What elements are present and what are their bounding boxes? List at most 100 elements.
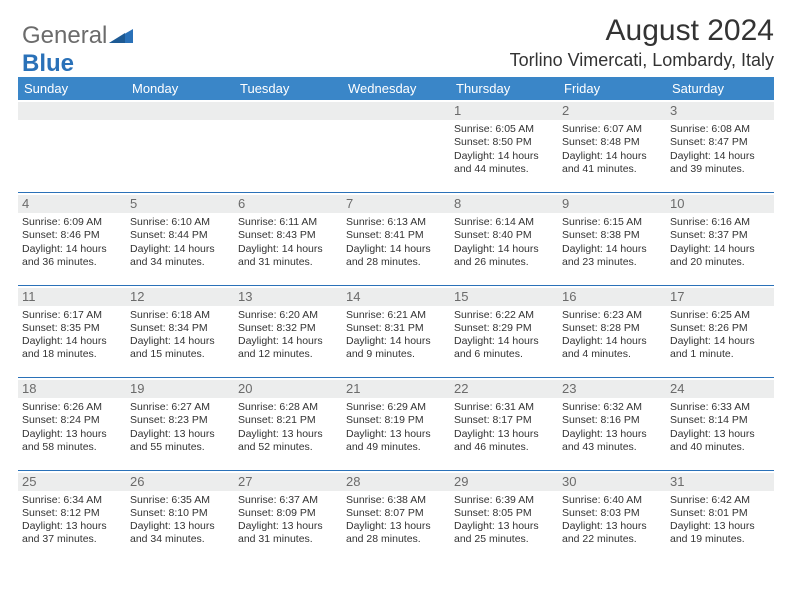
- calendar-day-cell: 29Sunrise: 6:39 AMSunset: 8:05 PMDayligh…: [450, 470, 558, 562]
- day-detail-line: Sunset: 8:32 PM: [238, 322, 338, 335]
- day-detail-line: Sunset: 8:40 PM: [454, 229, 554, 242]
- day-detail-line: and 12 minutes.: [238, 348, 338, 361]
- day-detail-line: Daylight: 13 hours: [454, 520, 554, 533]
- day-detail-line: Daylight: 13 hours: [670, 520, 770, 533]
- day-detail-line: and 23 minutes.: [562, 256, 662, 269]
- day-detail-line: Sunset: 8:29 PM: [454, 322, 554, 335]
- calendar-day-cell: [234, 100, 342, 192]
- day-detail-line: Daylight: 13 hours: [346, 520, 446, 533]
- calendar-day-cell: 22Sunrise: 6:31 AMSunset: 8:17 PMDayligh…: [450, 378, 558, 470]
- calendar-day-cell: 18Sunrise: 6:26 AMSunset: 8:24 PMDayligh…: [18, 378, 126, 470]
- day-details: Sunrise: 6:25 AMSunset: 8:26 PMDaylight:…: [670, 309, 770, 362]
- day-detail-line: Sunset: 8:47 PM: [670, 136, 770, 149]
- day-detail-line: and 4 minutes.: [562, 348, 662, 361]
- day-detail-line: Daylight: 14 hours: [238, 335, 338, 348]
- day-details: Sunrise: 6:31 AMSunset: 8:17 PMDaylight:…: [454, 401, 554, 454]
- day-details: Sunrise: 6:33 AMSunset: 8:14 PMDaylight:…: [670, 401, 770, 454]
- calendar-week-row: 4Sunrise: 6:09 AMSunset: 8:46 PMDaylight…: [18, 193, 774, 285]
- day-detail-line: Sunrise: 6:15 AM: [562, 216, 662, 229]
- day-number: 2: [558, 102, 666, 120]
- day-detail-line: Daylight: 13 hours: [670, 428, 770, 441]
- day-detail-line: Sunset: 8:26 PM: [670, 322, 770, 335]
- brand-part1: General: [22, 22, 107, 49]
- day-detail-line: Sunset: 8:07 PM: [346, 507, 446, 520]
- calendar-day-cell: 24Sunrise: 6:33 AMSunset: 8:14 PMDayligh…: [666, 378, 774, 470]
- calendar-day-cell: 30Sunrise: 6:40 AMSunset: 8:03 PMDayligh…: [558, 470, 666, 562]
- day-detail-line: and 39 minutes.: [670, 163, 770, 176]
- day-detail-line: Sunrise: 6:18 AM: [130, 309, 230, 322]
- day-number: 5: [126, 195, 234, 213]
- day-number: 8: [450, 195, 558, 213]
- day-details: Sunrise: 6:40 AMSunset: 8:03 PMDaylight:…: [562, 494, 662, 547]
- day-detail-line: Sunset: 8:35 PM: [22, 322, 122, 335]
- day-detail-line: Sunrise: 6:26 AM: [22, 401, 122, 414]
- day-detail-line: Sunset: 8:12 PM: [22, 507, 122, 520]
- day-detail-line: Sunset: 8:21 PM: [238, 414, 338, 427]
- day-detail-line: Sunset: 8:19 PM: [346, 414, 446, 427]
- day-detail-line: Sunrise: 6:33 AM: [670, 401, 770, 414]
- day-number: 25: [18, 473, 126, 491]
- day-details: Sunrise: 6:15 AMSunset: 8:38 PMDaylight:…: [562, 216, 662, 269]
- calendar-day-cell: 14Sunrise: 6:21 AMSunset: 8:31 PMDayligh…: [342, 285, 450, 377]
- day-detail-line: Daylight: 14 hours: [346, 243, 446, 256]
- day-detail-line: Sunrise: 6:31 AM: [454, 401, 554, 414]
- calendar-day-cell: 3Sunrise: 6:08 AMSunset: 8:47 PMDaylight…: [666, 100, 774, 192]
- weekday-header: Saturday: [666, 77, 774, 100]
- day-detail-line: and 31 minutes.: [238, 256, 338, 269]
- day-detail-line: Sunrise: 6:35 AM: [130, 494, 230, 507]
- day-detail-line: Sunset: 8:24 PM: [22, 414, 122, 427]
- calendar-day-cell: 12Sunrise: 6:18 AMSunset: 8:34 PMDayligh…: [126, 285, 234, 377]
- day-detail-line: Sunset: 8:23 PM: [130, 414, 230, 427]
- calendar-day-cell: 31Sunrise: 6:42 AMSunset: 8:01 PMDayligh…: [666, 470, 774, 562]
- day-detail-line: and 40 minutes.: [670, 441, 770, 454]
- calendar-day-cell: 15Sunrise: 6:22 AMSunset: 8:29 PMDayligh…: [450, 285, 558, 377]
- day-detail-line: Daylight: 14 hours: [454, 335, 554, 348]
- day-details: Sunrise: 6:38 AMSunset: 8:07 PMDaylight:…: [346, 494, 446, 547]
- day-detail-line: Sunset: 8:03 PM: [562, 507, 662, 520]
- day-number-empty: [18, 102, 126, 120]
- day-details: Sunrise: 6:21 AMSunset: 8:31 PMDaylight:…: [346, 309, 446, 362]
- day-detail-line: Sunset: 8:01 PM: [670, 507, 770, 520]
- calendar-day-cell: 26Sunrise: 6:35 AMSunset: 8:10 PMDayligh…: [126, 470, 234, 562]
- day-detail-line: and 20 minutes.: [670, 256, 770, 269]
- day-detail-line: Sunset: 8:10 PM: [130, 507, 230, 520]
- day-number: 4: [18, 195, 126, 213]
- day-detail-line: and 37 minutes.: [22, 533, 122, 546]
- day-details: Sunrise: 6:42 AMSunset: 8:01 PMDaylight:…: [670, 494, 770, 547]
- day-detail-line: Sunset: 8:37 PM: [670, 229, 770, 242]
- day-details: Sunrise: 6:10 AMSunset: 8:44 PMDaylight:…: [130, 216, 230, 269]
- day-detail-line: Sunrise: 6:11 AM: [238, 216, 338, 229]
- day-detail-line: Sunset: 8:16 PM: [562, 414, 662, 427]
- day-details: Sunrise: 6:29 AMSunset: 8:19 PMDaylight:…: [346, 401, 446, 454]
- day-details: Sunrise: 6:32 AMSunset: 8:16 PMDaylight:…: [562, 401, 662, 454]
- day-detail-line: Daylight: 14 hours: [238, 243, 338, 256]
- day-details: Sunrise: 6:08 AMSunset: 8:47 PMDaylight:…: [670, 123, 770, 176]
- calendar-day-cell: 21Sunrise: 6:29 AMSunset: 8:19 PMDayligh…: [342, 378, 450, 470]
- day-detail-line: Daylight: 14 hours: [454, 243, 554, 256]
- brand-part2: Blue: [22, 50, 74, 77]
- day-number: 16: [558, 288, 666, 306]
- day-detail-line: Daylight: 13 hours: [22, 520, 122, 533]
- calendar-day-cell: 13Sunrise: 6:20 AMSunset: 8:32 PMDayligh…: [234, 285, 342, 377]
- day-detail-line: Sunrise: 6:05 AM: [454, 123, 554, 136]
- calendar-day-cell: 2Sunrise: 6:07 AMSunset: 8:48 PMDaylight…: [558, 100, 666, 192]
- day-detail-line: and 49 minutes.: [346, 441, 446, 454]
- day-details: Sunrise: 6:28 AMSunset: 8:21 PMDaylight:…: [238, 401, 338, 454]
- day-detail-line: and 28 minutes.: [346, 533, 446, 546]
- day-detail-line: Daylight: 13 hours: [130, 428, 230, 441]
- day-detail-line: Daylight: 14 hours: [130, 335, 230, 348]
- day-detail-line: Sunrise: 6:22 AM: [454, 309, 554, 322]
- day-detail-line: Sunrise: 6:13 AM: [346, 216, 446, 229]
- day-detail-line: and 41 minutes.: [562, 163, 662, 176]
- day-number: 27: [234, 473, 342, 491]
- day-detail-line: and 26 minutes.: [454, 256, 554, 269]
- calendar-day-cell: 19Sunrise: 6:27 AMSunset: 8:23 PMDayligh…: [126, 378, 234, 470]
- calendar-day-cell: 25Sunrise: 6:34 AMSunset: 8:12 PMDayligh…: [18, 470, 126, 562]
- calendar-day-cell: [126, 100, 234, 192]
- day-details: Sunrise: 6:16 AMSunset: 8:37 PMDaylight:…: [670, 216, 770, 269]
- day-detail-line: and 19 minutes.: [670, 533, 770, 546]
- day-details: Sunrise: 6:20 AMSunset: 8:32 PMDaylight:…: [238, 309, 338, 362]
- day-detail-line: Sunset: 8:05 PM: [454, 507, 554, 520]
- calendar-day-cell: 6Sunrise: 6:11 AMSunset: 8:43 PMDaylight…: [234, 193, 342, 285]
- day-detail-line: Sunrise: 6:10 AM: [130, 216, 230, 229]
